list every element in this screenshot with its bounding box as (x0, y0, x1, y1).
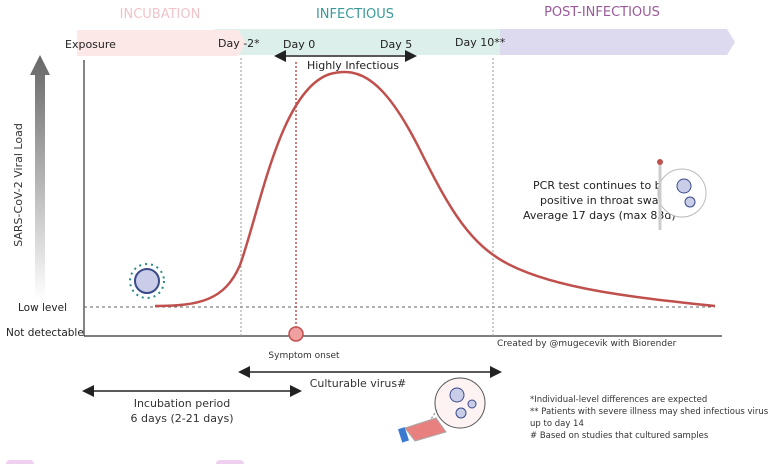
label-day10: Day 10** (455, 36, 506, 49)
phase-post-infectious: POST-INFECTIOUS (544, 5, 660, 20)
phase-infectious: INFECTIOUS (316, 7, 394, 22)
band-incubation (77, 30, 246, 56)
viral-load-curve (154, 70, 716, 308)
virus-icon (129, 263, 165, 299)
y-axis-label: SARS-CoV-2 Viral Load (12, 123, 25, 247)
label-culturable-virus: Culturable virus# (310, 377, 407, 390)
label-highly-infectious: Highly Infectious (307, 59, 399, 72)
band-infectious (215, 29, 500, 55)
culture-flask-icon (397, 377, 486, 443)
symptom-onset-marker (288, 326, 304, 342)
decor-pink-1 (6, 460, 34, 464)
label-day0: Day 0 (283, 38, 315, 51)
credit: Created by @mugecevik with Biorender (497, 339, 677, 349)
phase-incubation: INCUBATION (120, 7, 201, 22)
footnote-1: *Individual-level differences are expect… (530, 395, 707, 405)
pcr-note-line3: Average 17 days (max 83d) (523, 209, 676, 222)
label-exposure: Exposure (65, 38, 116, 51)
label-incubation-days: 6 days (2-21 days) (131, 412, 234, 425)
decor-pink-2 (216, 460, 244, 464)
label-day-minus2: Day -2* (218, 37, 260, 50)
footnote-3: # Based on studies that cultured samples (530, 431, 709, 441)
band-post-infectious (490, 29, 735, 55)
label-day5: Day 5 (380, 38, 412, 51)
label-symptom-onset: Symptom onset (268, 351, 340, 361)
pcr-note-line2: positive in throat swabs (540, 194, 671, 207)
throat-swab-icon (657, 159, 707, 230)
footnote-2: ** Patients with severe illness may shed… (530, 407, 769, 417)
pcr-note-line1: PCR test continues to be (533, 179, 669, 192)
footnote-2-cont: up to day 14 (530, 419, 584, 429)
viral-load-arrow-icon (30, 55, 50, 300)
label-low-level: Low level (18, 302, 67, 314)
label-incubation-period: Incubation period (134, 397, 231, 410)
label-not-detectable: Not detectable (6, 327, 84, 339)
